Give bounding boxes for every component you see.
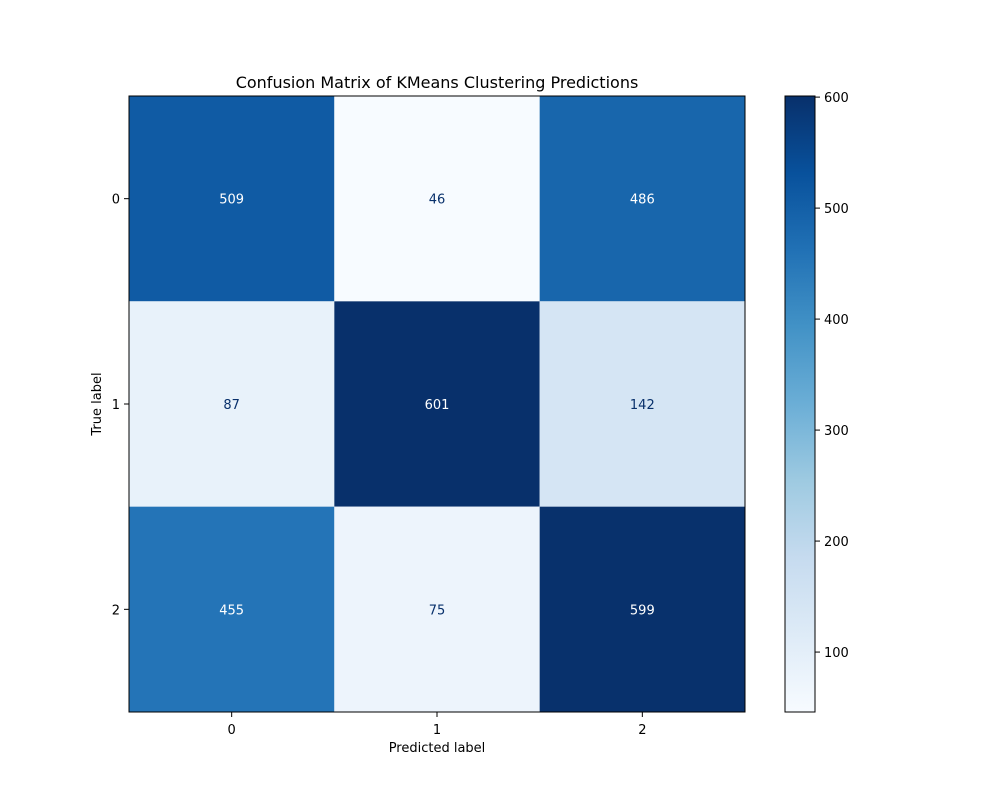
heatmap-cell-0-1 [334, 96, 540, 302]
cell-value-label-1-1: 601 [425, 398, 450, 413]
cell-value-label-2-2: 599 [630, 603, 655, 618]
x-axis-ticks: 0 1 2 [228, 712, 646, 738]
colorbar-ticks: 100 200 300 400 500 600 [815, 91, 849, 661]
heatmap-cell-2-1 [334, 506, 540, 712]
y-tick-label-1: 1 [112, 398, 120, 413]
x-axis-label: Predicted label [389, 741, 486, 756]
heatmap-cell-0-0 [129, 96, 335, 302]
y-axis-ticks: 0 1 2 [112, 193, 129, 618]
heatmap-cell-1-2 [539, 301, 745, 507]
colorbar-tick-label-3: 400 [824, 313, 849, 328]
heatmap-cell-2-0 [129, 506, 335, 712]
heatmap-cell-1-1 [334, 301, 540, 507]
heatmap-cell-2-2 [539, 506, 745, 712]
colorbar-tick-label-0: 100 [824, 646, 849, 661]
colorbar-tick-label-2: 300 [824, 424, 849, 439]
y-axis-label: True label [90, 372, 105, 436]
cell-value-label-1-0: 87 [223, 398, 240, 413]
chart-title: Confusion Matrix of KMeans Clustering Pr… [236, 73, 639, 92]
colorbar-tick-label-1: 200 [824, 535, 849, 550]
y-tick-label-0: 0 [112, 193, 120, 208]
x-tick-label-0: 0 [228, 723, 236, 738]
y-tick-label-2: 2 [112, 603, 120, 618]
colorbar-tick-label-5: 600 [824, 91, 849, 106]
cell-value-label-0-2: 486 [630, 193, 655, 208]
cell-value-label-1-2: 142 [630, 398, 655, 413]
colorbar-tick-label-4: 500 [824, 202, 849, 217]
heatmap-cell-0-2 [539, 96, 745, 302]
colorbar [784, 95, 816, 713]
x-tick-label-2: 2 [638, 723, 646, 738]
x-tick-label-1: 1 [433, 723, 441, 738]
cell-value-label-0-1: 46 [429, 193, 446, 208]
cell-value-label-0-0: 509 [219, 193, 244, 208]
cell-value-label-2-0: 455 [219, 603, 244, 618]
cell-value-label-2-1: 75 [429, 603, 446, 618]
heatmap-cell-1-0 [129, 301, 335, 507]
heatmap-cells: 509 46 486 87 601 142 455 75 599 [129, 96, 745, 712]
